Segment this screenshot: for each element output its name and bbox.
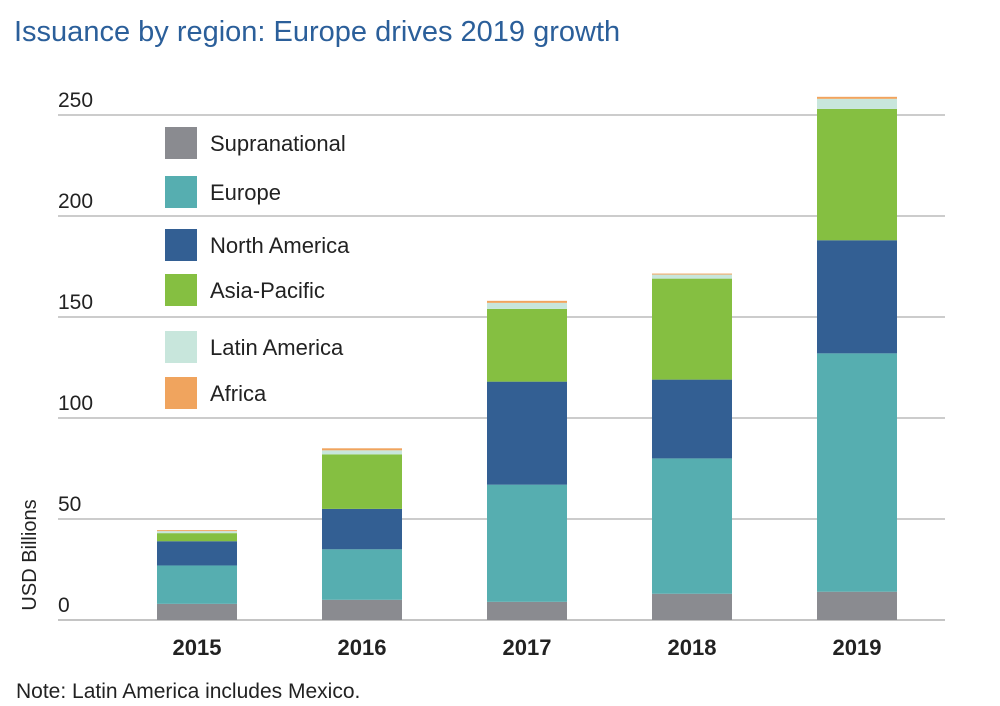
footnote: Note: Latin America includes Mexico. (16, 680, 361, 703)
bar-2016-europe (322, 549, 402, 600)
bar-2018-africa (652, 273, 732, 275)
x-tick-2019: 2019 (833, 635, 882, 660)
legend-label-asia-pacific: Asia-Pacific (210, 278, 325, 303)
y-tick-150: 150 (58, 291, 93, 314)
legend-swatch-asia-pacific (165, 274, 197, 306)
x-tick-labels: 2015 2016 2017 2018 2019 (173, 635, 882, 660)
bar-2017-latin-america (487, 302, 567, 309)
bar-2015-europe (157, 565, 237, 604)
y-axis-label: USD Billions (19, 499, 41, 610)
bar-2015-supranational (157, 603, 237, 620)
bar-2016-supranational (322, 599, 402, 620)
x-tick-2017: 2017 (503, 635, 552, 660)
bar-2018-supranational (652, 593, 732, 620)
x-tick-2018: 2018 (668, 635, 717, 660)
bar-2016-north-america (322, 508, 402, 550)
legend-swatch-latin-america (165, 331, 197, 363)
legend-label-africa: Africa (210, 381, 267, 406)
bar-2019-latin-america (817, 98, 897, 109)
legend-swatch-africa (165, 377, 197, 409)
bar-2017-africa (487, 300, 567, 303)
bar-2018-latin-america (652, 274, 732, 279)
chart-title: Issuance by region: Europe drives 2019 g… (14, 16, 621, 48)
y-tick-250: 250 (58, 89, 93, 112)
bar-2017-europe (487, 484, 567, 602)
legend-label-europe: Europe (210, 180, 281, 205)
bar-2016-latin-america (322, 450, 402, 455)
y-tick-100: 100 (58, 392, 93, 415)
bar-2015-north-america (157, 541, 237, 566)
bar-2018-asia-pacific (652, 278, 732, 380)
y-tick-50: 50 (58, 493, 81, 516)
y-tick-200: 200 (58, 190, 93, 213)
bar-2019-north-america (817, 240, 897, 354)
bar-2019-europe (817, 353, 897, 592)
legend-swatch-europe (165, 176, 197, 208)
legend-swatch-north-america (165, 229, 197, 261)
bars (157, 96, 897, 620)
x-tick-2016: 2016 (338, 635, 387, 660)
bar-2019-africa (817, 96, 897, 99)
bar-2015-africa (157, 530, 237, 532)
legend-label-latin-america: Latin America (210, 335, 344, 360)
bar-2019-supranational (817, 591, 897, 620)
bar-2015-latin-america (157, 531, 237, 534)
legend-label-supranational: Supranational (210, 131, 346, 156)
legend-label-north-america: North America (210, 233, 350, 258)
legend-swatch-supranational (165, 127, 197, 159)
bar-2017-supranational (487, 601, 567, 620)
y-tick-labels: 0 50 100 150 200 250 (58, 89, 93, 617)
bar-2017-north-america (487, 381, 567, 485)
bar-2016-asia-pacific (322, 454, 402, 509)
bar-2018-north-america (652, 379, 732, 459)
legend: Supranational Europe North America Asia-Pac… (165, 127, 350, 409)
bar-2016-africa (322, 448, 402, 451)
bar-2017-asia-pacific (487, 308, 567, 382)
bar-2015-asia-pacific (157, 533, 237, 542)
bar-2018-europe (652, 458, 732, 594)
y-tick-0: 0 (58, 594, 70, 617)
x-tick-2015: 2015 (173, 635, 222, 660)
bar-2019-asia-pacific (817, 108, 897, 241)
